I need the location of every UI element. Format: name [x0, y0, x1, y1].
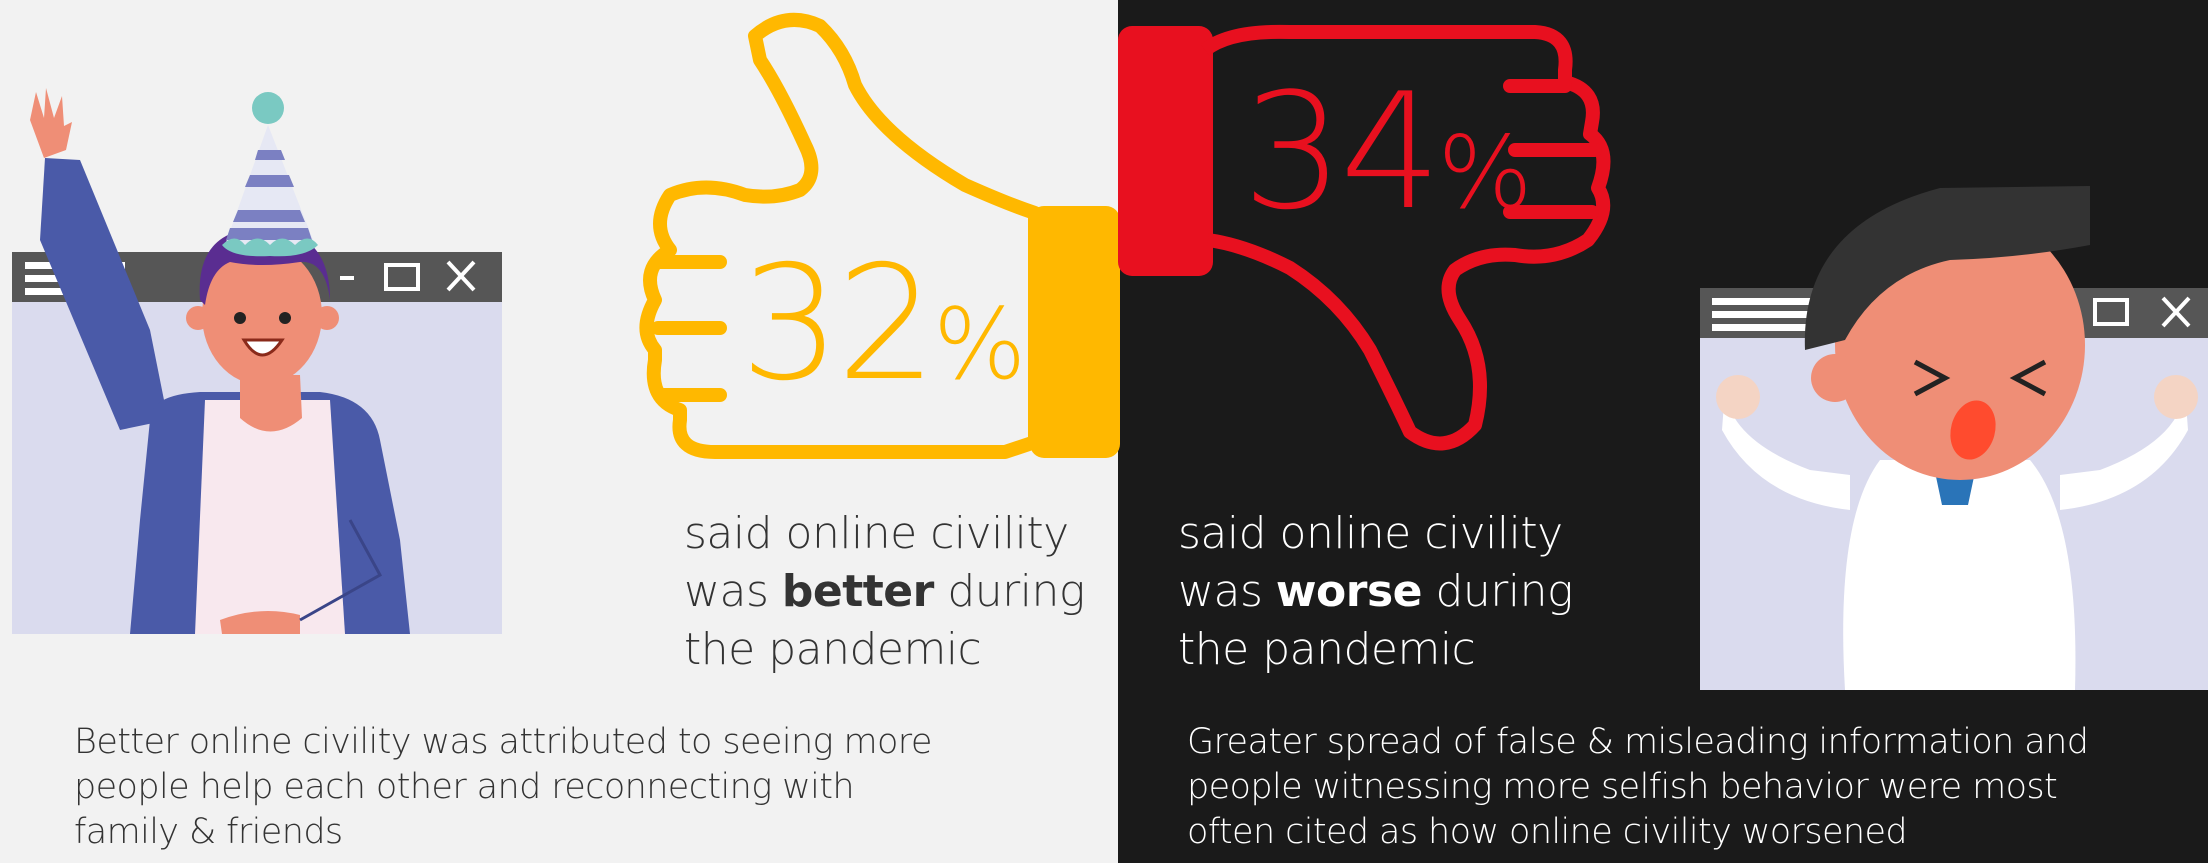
left-footnote-line1: Better online civility was attributed to… — [74, 722, 932, 762]
left-caption-line1: said online civility — [684, 508, 1069, 559]
upset-person-illustration — [1700, 186, 2208, 690]
left-percent-number: 32 — [740, 232, 937, 416]
right-percent-sign: % — [1437, 114, 1533, 231]
left-caption-emphasis: better — [781, 566, 934, 617]
left-caption-line2: was better during — [684, 563, 1085, 621]
right-percent-number: 34 — [1242, 58, 1442, 245]
right-footnote-line2: people witnessing more selfish behavior … — [1187, 767, 2058, 807]
right-caption-line2: was worse during — [1178, 563, 1573, 621]
right-caption-emphasis: worse — [1275, 566, 1423, 617]
right-caption-line3: the pandemic — [1178, 624, 1476, 675]
thumbs-down-icon — [1118, 24, 1611, 451]
left-percent: 32% — [740, 245, 1026, 403]
right-footnote-line1: Greater spread of false & misleading inf… — [1187, 722, 2089, 762]
right-footnote: Greater spread of false & misleading inf… — [1187, 720, 2089, 855]
right-caption-during: during — [1435, 566, 1573, 617]
left-caption-was: was — [684, 566, 769, 617]
thumbs-up-icon — [639, 13, 1120, 459]
left-footnote-line3: family & friends — [74, 812, 343, 852]
left-caption-line3: the pandemic — [684, 624, 982, 675]
right-caption: said online civility was worse during th… — [1178, 505, 1573, 679]
happy-person-illustration — [12, 88, 502, 634]
left-caption: said online civility was better during t… — [684, 505, 1085, 679]
left-footnote-line2: people help each other and reconnecting … — [74, 767, 855, 807]
right-footnote-line3: often cited as how online civility worse… — [1187, 812, 1908, 852]
left-percent-sign: % — [933, 288, 1027, 402]
right-percent: 34% — [1242, 72, 1533, 232]
left-footnote: Better online civility was attributed to… — [74, 720, 932, 855]
right-caption-line1: said online civility — [1178, 508, 1563, 559]
left-caption-during: during — [947, 566, 1085, 617]
right-caption-was: was — [1178, 566, 1263, 617]
